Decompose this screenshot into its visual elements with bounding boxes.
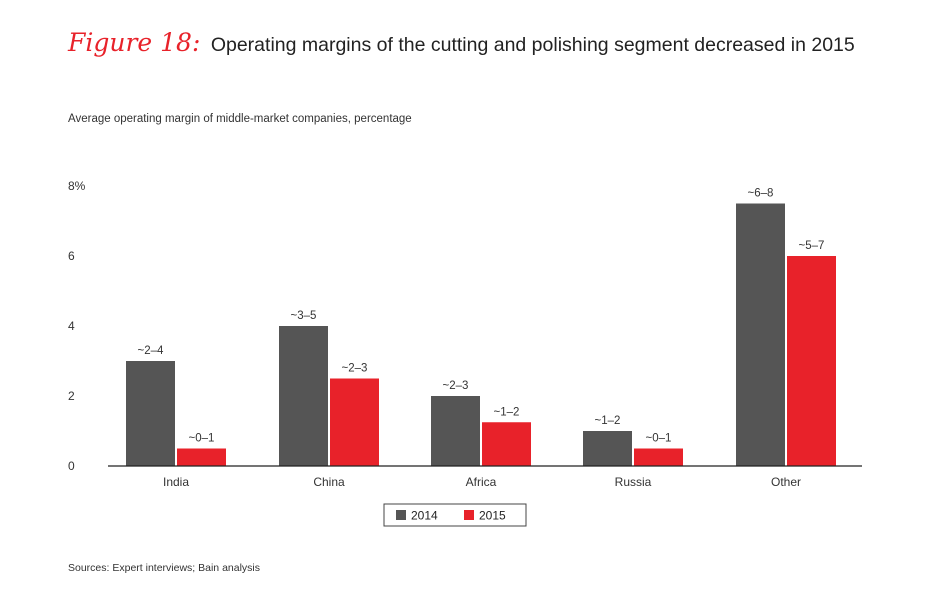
bar-2015-other: [787, 256, 836, 466]
y-tick-label: 2: [68, 389, 75, 403]
bar-2014-other: [736, 203, 785, 466]
legend-box: [383, 503, 527, 527]
y-tick-label: 4: [68, 319, 75, 333]
bar-2014-india: [126, 361, 175, 466]
data-label: ~1–2: [494, 406, 520, 418]
figure-label: Figure 18:: [68, 28, 201, 57]
x-tick-label: Other: [771, 475, 801, 489]
chart-subtitle: Average operating margin of middle-marke…: [68, 113, 412, 125]
figure-title: Figure 18: Operating margins of the cutt…: [68, 28, 855, 57]
bar-2015-africa: [482, 422, 531, 466]
bar-2014-china: [279, 326, 328, 466]
data-label: ~6–8: [748, 188, 774, 200]
sources-note: Sources: Expert interviews; Bain analysi…: [68, 562, 260, 574]
y-tick-label: 6: [68, 249, 75, 263]
data-label: ~2–3: [342, 363, 368, 375]
figure-title-text: Operating margins of the cutting and pol…: [210, 34, 855, 56]
bar-2015-india: [177, 448, 226, 466]
legend-swatch: [464, 510, 474, 520]
y-tick-label: 0: [68, 459, 75, 473]
bar-2015-russia: [634, 448, 683, 466]
legend-label: 2015: [479, 509, 506, 523]
data-label: ~2–4: [138, 345, 165, 357]
x-tick-label: Russia: [615, 475, 652, 489]
x-tick-label: India: [163, 475, 189, 489]
legend-label: 2014: [411, 509, 438, 523]
data-label: ~3–5: [291, 310, 317, 322]
data-label: ~1–2: [595, 415, 621, 427]
legend-swatch: [396, 510, 406, 520]
bar-2014-africa: [431, 396, 480, 466]
data-label: ~0–1: [646, 433, 672, 445]
bar-2015-china: [330, 378, 379, 466]
data-label: ~5–7: [799, 240, 825, 252]
data-label: ~0–1: [189, 433, 215, 445]
x-tick-label: China: [313, 475, 345, 489]
bar-2014-russia: [583, 431, 632, 466]
y-tick-label: 8%: [68, 179, 86, 193]
x-tick-label: Africa: [466, 475, 497, 489]
data-label: ~2–3: [443, 380, 469, 392]
